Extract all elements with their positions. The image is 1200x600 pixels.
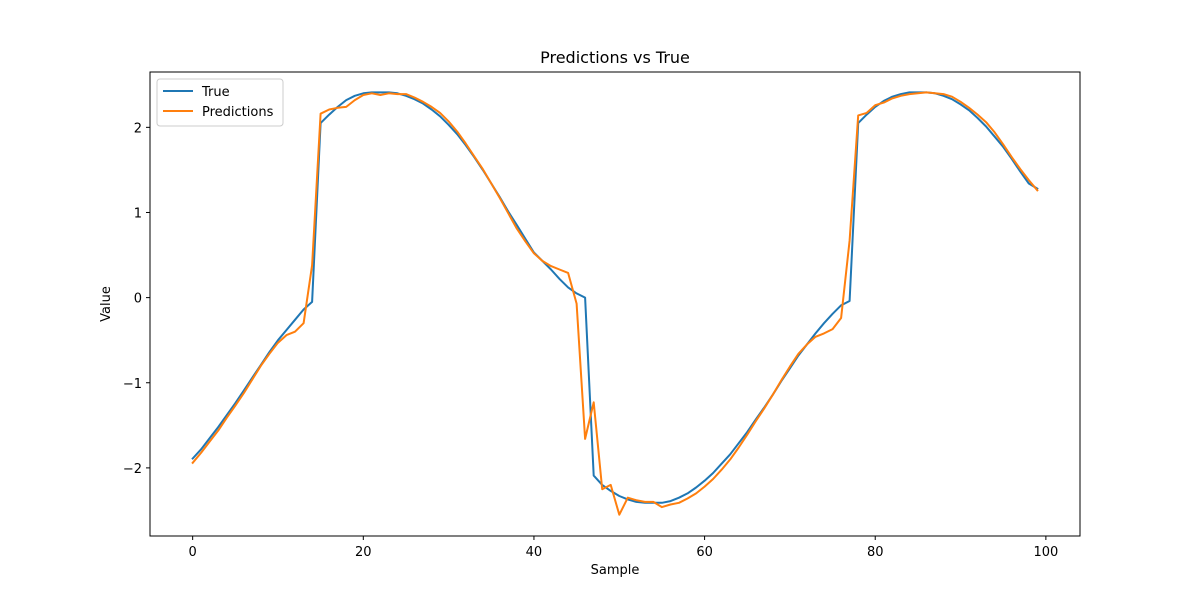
x-tick-label: 40 — [526, 545, 543, 560]
series-layer — [191, 91, 1039, 516]
x-tick-label: 100 — [1033, 545, 1058, 560]
y-tick-label: 2 — [134, 121, 142, 136]
series-line-true — [191, 91, 1039, 504]
series-line-predictions — [191, 91, 1039, 516]
x-tick-label: 20 — [355, 545, 372, 560]
y-tick-label: 1 — [134, 206, 142, 221]
chart-title: Predictions vs True — [540, 48, 690, 67]
y-tick-label: 0 — [134, 292, 142, 307]
x-axis: 0 20 40 60 80 100 — [189, 536, 1058, 560]
plot-frame — [149, 71, 1081, 537]
legend-label-predictions: Predictions — [202, 105, 274, 120]
legend: True Predictions — [156, 78, 284, 127]
y-tick-label: −2 — [123, 462, 142, 477]
x-tick-label: 0 — [189, 545, 197, 560]
x-tick-label: 80 — [867, 545, 884, 560]
y-axis-label: Value — [99, 286, 114, 322]
y-axis: −2 −1 0 1 2 — [123, 121, 150, 477]
legend-label-true: True — [201, 85, 230, 100]
y-tick-label: −1 — [123, 377, 142, 392]
x-axis-label: Sample — [591, 563, 640, 578]
x-tick-label: 60 — [696, 545, 713, 560]
